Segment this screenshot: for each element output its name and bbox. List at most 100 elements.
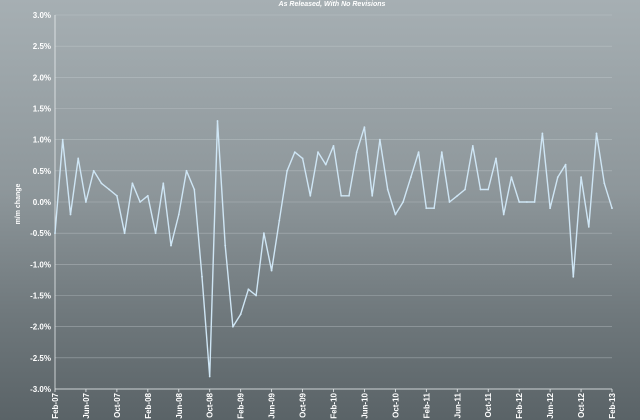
data-point <box>340 194 343 197</box>
data-point <box>301 157 304 160</box>
data-point <box>348 194 350 197</box>
x-tick-label: Jun-10 <box>360 392 369 418</box>
data-point <box>448 201 451 203</box>
data-point <box>379 138 381 141</box>
x-tick-label: Oct-12 <box>577 392 586 417</box>
data-point <box>433 207 435 210</box>
data-point <box>595 132 598 135</box>
x-tick-label: Feb-09 <box>237 392 246 418</box>
y-tick-label: -1.5% <box>30 292 51 301</box>
data-point <box>487 188 490 191</box>
data-point <box>85 201 87 203</box>
data-point <box>440 151 443 154</box>
x-tick-labels: Feb-07 Jun-07 Oct-07 Feb-08 Jun-08 Oct-08 Feb-… <box>51 392 617 418</box>
data-point <box>580 176 582 179</box>
data-point <box>394 213 397 216</box>
data-point <box>208 375 211 378</box>
data-point <box>116 194 118 197</box>
data-point <box>224 244 227 247</box>
data-point <box>54 232 56 235</box>
y-tick-label: 2.5% <box>33 42 51 51</box>
x-tick-label: Oct-08 <box>206 392 215 417</box>
data-point <box>123 232 126 235</box>
y-tick-label: 0.0% <box>33 198 51 207</box>
data-point <box>293 151 296 154</box>
data-point <box>263 232 265 235</box>
data-point <box>286 169 288 172</box>
data-point <box>603 182 606 185</box>
data-point <box>526 201 528 203</box>
data-point <box>479 188 482 191</box>
data-point <box>162 182 165 185</box>
data-point <box>255 294 257 297</box>
y-tick-labels: 3.0% 2.5% 2.0% 1.5% 1.0% 0.5% 0.0% -0.5% -1.0% -1… <box>30 11 51 394</box>
y-tick-label: 3.0% <box>33 11 51 20</box>
data-point <box>410 176 412 179</box>
data-point <box>146 194 149 197</box>
x-tick-label: Oct-09 <box>299 392 308 417</box>
data-point <box>139 201 142 203</box>
x-tick-label: Oct-11 <box>484 392 493 417</box>
data-point <box>464 188 466 191</box>
data-point <box>332 145 335 147</box>
data-point <box>170 244 172 247</box>
data-point <box>502 213 505 216</box>
x-tick-label: Feb-12 <box>515 392 524 418</box>
data-point <box>386 188 389 191</box>
series-layer <box>54 120 613 378</box>
x-tick-label: Oct-10 <box>391 392 400 417</box>
y-tick-label: 2.0% <box>33 73 51 82</box>
data-point <box>518 201 521 203</box>
data-point <box>185 169 188 172</box>
data-point <box>425 207 428 210</box>
data-point <box>587 226 590 228</box>
data-point <box>549 207 551 210</box>
data-point <box>278 219 281 222</box>
data-point <box>270 269 273 272</box>
x-tick-label: Oct-07 <box>113 392 122 417</box>
x-tick-label: Feb-10 <box>330 392 339 418</box>
data-point <box>247 288 250 291</box>
data-point <box>131 182 134 185</box>
y-tick-label: 1.5% <box>33 105 51 114</box>
data-point <box>69 213 72 216</box>
x-tick-label: Jun-07 <box>82 392 91 418</box>
x-tick-label: Jun-12 <box>546 392 555 418</box>
y-tick-label: -3.0% <box>30 385 51 394</box>
axes <box>54 15 613 392</box>
data-point <box>417 151 420 154</box>
data-point <box>100 182 103 185</box>
x-tick-label: Jun-11 <box>453 392 462 418</box>
data-point <box>61 138 64 141</box>
y-tick-label: -0.5% <box>30 229 51 238</box>
data-point <box>533 201 536 203</box>
x-tick-label: Feb-13 <box>608 392 617 418</box>
data-point <box>108 188 111 191</box>
data-point <box>239 313 242 316</box>
data-point <box>355 151 358 154</box>
data-point <box>402 201 404 203</box>
data-point <box>177 213 180 216</box>
data-point <box>232 325 234 328</box>
data-point <box>77 157 80 160</box>
data-point <box>611 207 613 210</box>
data-point <box>471 145 474 147</box>
x-tick-label: Jun-08 <box>175 392 184 418</box>
series-line <box>54 120 613 378</box>
y-tick-label: 0.5% <box>33 167 51 176</box>
data-point <box>541 132 544 135</box>
data-point <box>201 275 203 278</box>
data-point <box>572 275 575 278</box>
x-tick-label: Jun-09 <box>268 392 277 418</box>
data-point <box>556 176 559 179</box>
y-tick-label: 1.0% <box>33 136 51 145</box>
data-point <box>510 176 513 179</box>
x-tick-label: Feb-11 <box>422 392 431 418</box>
chart-title: As Released, With No Revisions <box>278 1 386 8</box>
x-tick-label: Feb-08 <box>144 392 153 418</box>
data-point <box>317 151 319 154</box>
y-axis-label: m/m change <box>15 183 22 224</box>
data-point <box>456 194 459 197</box>
